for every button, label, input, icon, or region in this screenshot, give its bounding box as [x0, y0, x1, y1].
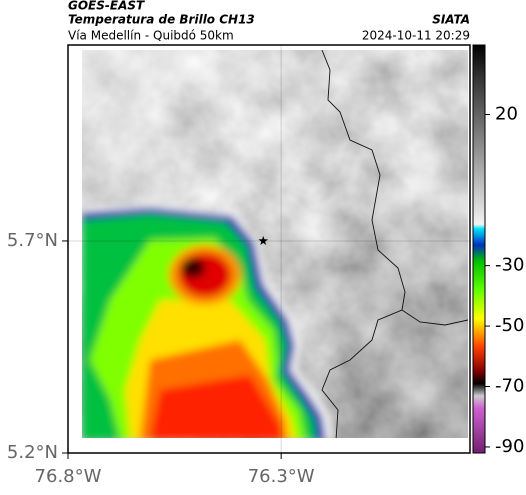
colorbar-tick-label: -50 [495, 315, 524, 336]
x-tick-label: 76.8°W [35, 466, 102, 487]
route: Vía Medellín - Quibdó 50km [68, 29, 234, 43]
colorbar-tick-label: -70 [495, 376, 524, 397]
source: SIATA [432, 13, 470, 27]
x-tick-label: 76.3°W [248, 466, 315, 487]
datetime: 2024-10-11 20:29 [362, 29, 470, 43]
y-tick-label: 5.7°N [7, 230, 58, 251]
border [401, 309, 468, 326]
product: GOES-EAST [68, 0, 145, 13]
location-marker [258, 235, 268, 245]
colorbar-tick-label: -90 [495, 436, 524, 457]
colorbar [472, 44, 486, 454]
map-frame [67, 44, 471, 454]
imagery [82, 50, 468, 438]
colorbar-tick-label: -30 [495, 255, 524, 276]
title: Temperatura de Brillo CH13 [68, 13, 255, 27]
border [321, 50, 406, 438]
convective-cell [82, 206, 334, 438]
y-tick-label: 5.2°N [7, 442, 58, 463]
colorbar-tick-label: 20 [495, 104, 518, 125]
